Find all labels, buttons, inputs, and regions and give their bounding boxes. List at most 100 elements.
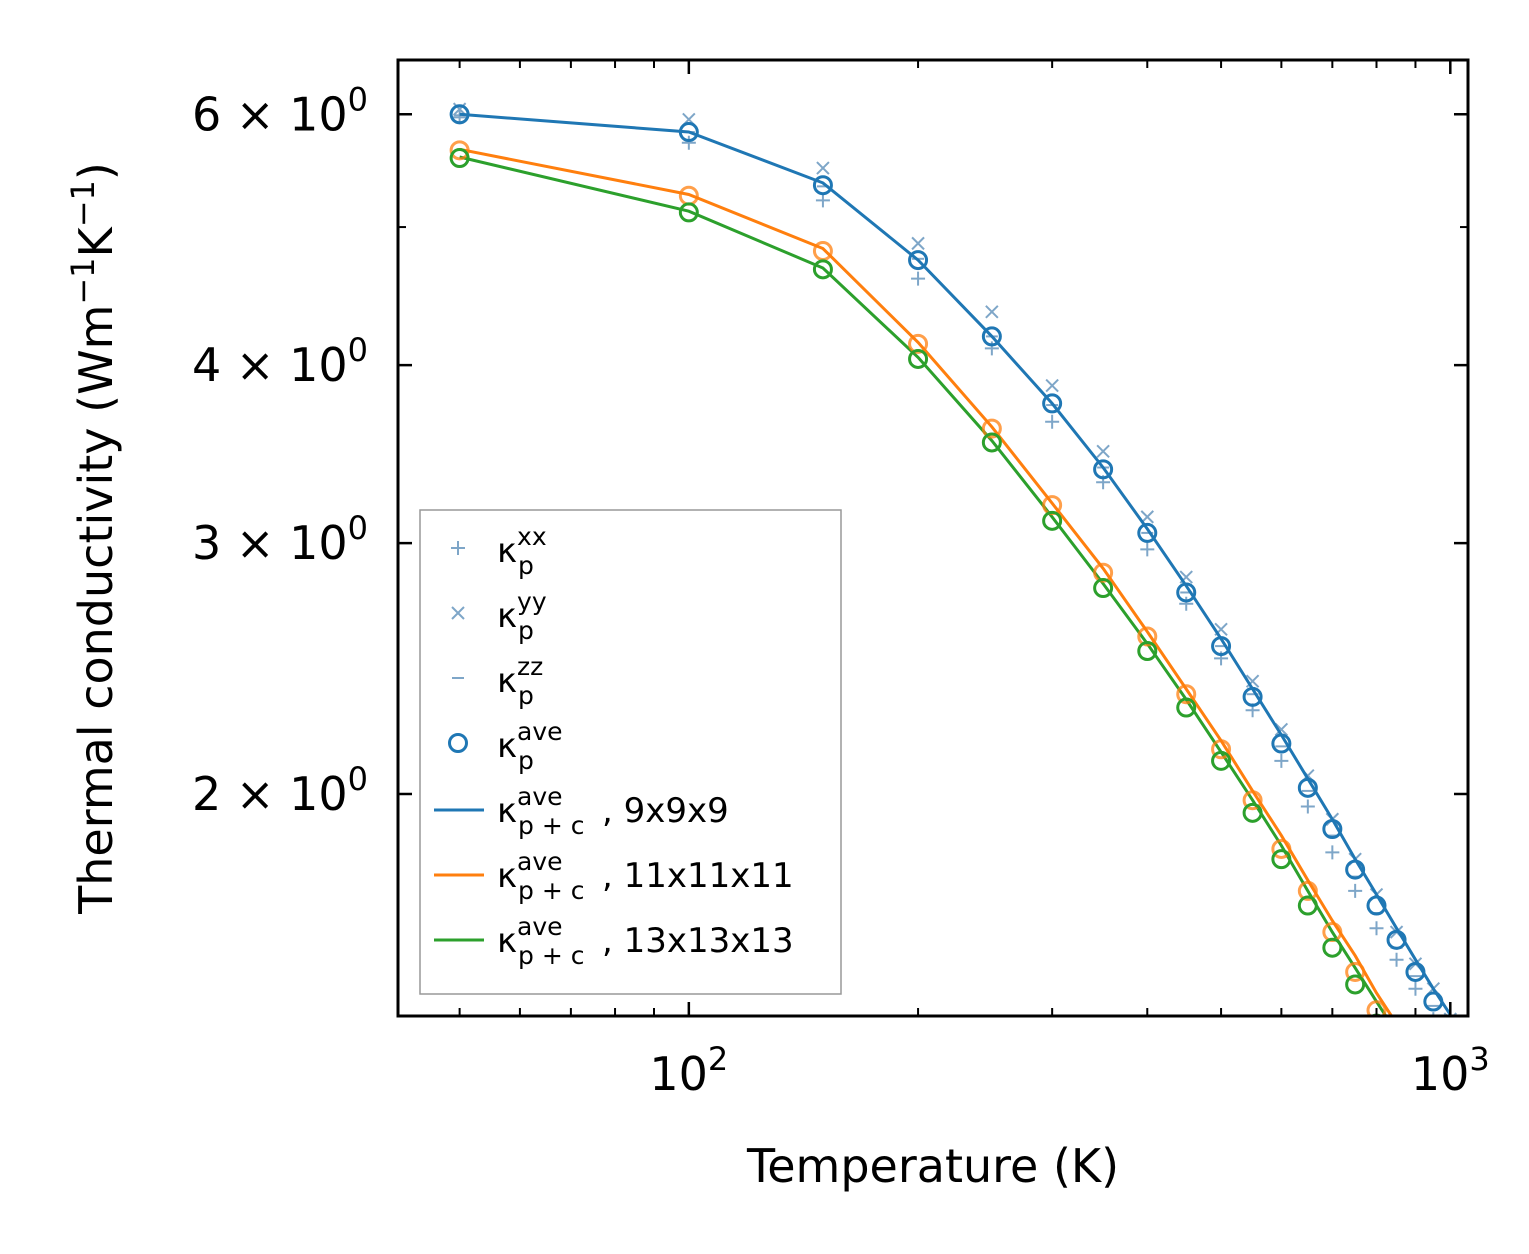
point-kappa_p_xx (1408, 981, 1423, 996)
point-kappa_p_ave (1386, 929, 1407, 950)
point-kappa_p_ave_13 (1093, 578, 1114, 599)
point-kappa_p_ave_13 (1297, 895, 1318, 916)
point-kappa_p_ave_11 (981, 418, 1002, 439)
point-kappa_p_xx (1300, 799, 1315, 814)
series-layer (449, 102, 1459, 1150)
legend-entry-kappa_p_zz: κzz p (452, 652, 543, 710)
legend-marker-swatch (451, 541, 465, 555)
series-kappa_pc_ave_11 (459, 147, 1394, 1016)
line-kappa_pc_ave_13 (459, 155, 1388, 1016)
point-kappa_p_ave_11 (1442, 1123, 1459, 1140)
legend-entry-kappa_p_yy: κyy p (451, 587, 547, 645)
legend-box (419, 509, 842, 995)
point-kappa_p_xx (1274, 753, 1289, 768)
point-kappa_p_xx (1140, 542, 1155, 557)
point-kappa_p_ave_13 (1322, 937, 1343, 958)
ticks-layer: 102 103 2 × 100 3 × 100 4 × 100 6 × 100 (192, 60, 1490, 1101)
point-kappa_p_xx (1045, 414, 1060, 429)
point-kappa_p_ave_13 (1211, 750, 1232, 771)
point-kappa_p_yy (911, 236, 925, 251)
point-kappa_p_ave (908, 250, 929, 271)
point-kappa_p_xx (1369, 921, 1384, 936)
point-kappa_p_ave_13 (1242, 802, 1263, 823)
series-kappa_pc_ave_13 (459, 155, 1388, 1016)
point-kappa_p_ave_13 (1425, 1107, 1442, 1124)
point-kappa_p_ave_13 (449, 148, 470, 169)
legend-label: κave p (497, 717, 563, 775)
point-kappa_p_ave_11 (1366, 1000, 1387, 1016)
point-kappa_p_ave (1366, 895, 1387, 916)
point-kappa_p_ave (981, 326, 1002, 347)
x-tick-label: 103 (1411, 1040, 1490, 1101)
point-kappa_p_ave_13 (1442, 1133, 1459, 1150)
legend-label: κxx p (497, 522, 547, 580)
point-kappa_p_ave (1137, 522, 1158, 543)
point-kappa_p_ave (1211, 636, 1232, 657)
y-axis-title: Thermal conductivity (Wm−1K−1) (64, 162, 123, 915)
point-kappa_p_xx (1179, 596, 1194, 611)
point-kappa_p_yy (816, 161, 830, 175)
point-kappa_p_xx (911, 271, 926, 286)
point-kappa_p_xx (1325, 845, 1340, 860)
legend-marker-swatch (448, 733, 468, 753)
point-kappa_p_ave_11 (1093, 562, 1114, 583)
y-tick-label: 6 × 100 (192, 80, 368, 141)
series-kappa_p_xx (452, 110, 1457, 1044)
point-kappa_p_yy (985, 305, 999, 319)
point-kappa_p_ave (812, 175, 833, 196)
legend-label: κave p + c, 13x13x13 (497, 912, 794, 970)
point-kappa_p_ave_13 (1388, 1047, 1405, 1064)
point-kappa_p_xx (681, 135, 696, 150)
point-kappa_p_ave_13 (1369, 1013, 1384, 1016)
point-kappa_p_ave_11 (908, 333, 929, 354)
point-kappa_p_ave_13 (678, 202, 699, 223)
y-tick-label: 2 × 100 (192, 760, 368, 821)
point-kappa_p_ave (1093, 459, 1114, 480)
point-kappa_p_ave_11 (1388, 1033, 1405, 1050)
legend-label: κyy p (497, 587, 547, 645)
series-kappa_pc_ave_9 (459, 112, 1452, 1016)
point-kappa_p_ave_13 (1345, 974, 1366, 995)
point-kappa_p_ave_11 (1345, 961, 1366, 982)
line-kappa_pc_ave_9 (459, 112, 1452, 1016)
point-kappa_p_ave_13 (1271, 849, 1292, 870)
point-kappa_p_ave_11 (449, 140, 470, 161)
point-kappa_p_ave_11 (1176, 684, 1197, 705)
point-kappa_p_xx (1432, 1012, 1435, 1016)
point-kappa_p_xx (1348, 883, 1363, 898)
point-kappa_p_ave (1176, 582, 1197, 603)
point-kappa_p_yy (1096, 444, 1110, 459)
point-kappa_p_ave_11 (1242, 790, 1263, 811)
point-kappa_p_ave_13 (908, 348, 929, 369)
legend-entry-kappa_p_ave: κave p (448, 717, 563, 775)
point-kappa_p_ave (1405, 961, 1426, 982)
point-kappa_p_xx (815, 193, 830, 208)
x-axis-title: Temperature (K) (746, 1139, 1119, 1193)
series-kappa_p_ave (449, 104, 1459, 1037)
legend: κxx p κyy p κzz p κave p κave p + c, 9x9x9 κave p +… (419, 509, 842, 995)
legend-entry-kappa_pc_ave_11: κave p + c, 11x11x11 (434, 847, 794, 905)
point-kappa_p_xx (1443, 1030, 1457, 1044)
point-kappa_p_ave (1042, 393, 1063, 414)
point-kappa_p_ave (1442, 1020, 1459, 1037)
point-kappa_p_ave (1423, 991, 1444, 1012)
point-kappa_p_ave_11 (1137, 626, 1158, 647)
point-kappa_p_ave_13 (812, 259, 833, 280)
point-kappa_p_ave (1297, 777, 1318, 798)
x-tick-label: 102 (649, 1040, 728, 1101)
point-kappa_p_ave_11 (1211, 739, 1232, 760)
point-kappa_p_ave_13 (1137, 641, 1158, 662)
point-kappa_p_ave_11 (812, 241, 833, 262)
series-kappa_p_ave_13 (449, 148, 1459, 1150)
legend-entry-kappa_pc_ave_13: κave p + c, 13x13x13 (434, 912, 794, 970)
series-kappa_p_ave_11 (449, 140, 1459, 1140)
point-kappa_p_ave_13 (981, 432, 1002, 453)
point-kappa_p_ave_13 (1176, 697, 1197, 718)
legend-entry-kappa_pc_ave_9: κave p + c, 9x9x9 (434, 782, 729, 840)
point-kappa_p_ave (1322, 818, 1343, 839)
point-kappa_p_ave (1271, 733, 1292, 754)
legend-marker-swatch (451, 606, 465, 620)
point-kappa_p_ave_11 (1271, 838, 1292, 859)
legend-label: κave p + c, 11x11x11 (497, 847, 794, 905)
